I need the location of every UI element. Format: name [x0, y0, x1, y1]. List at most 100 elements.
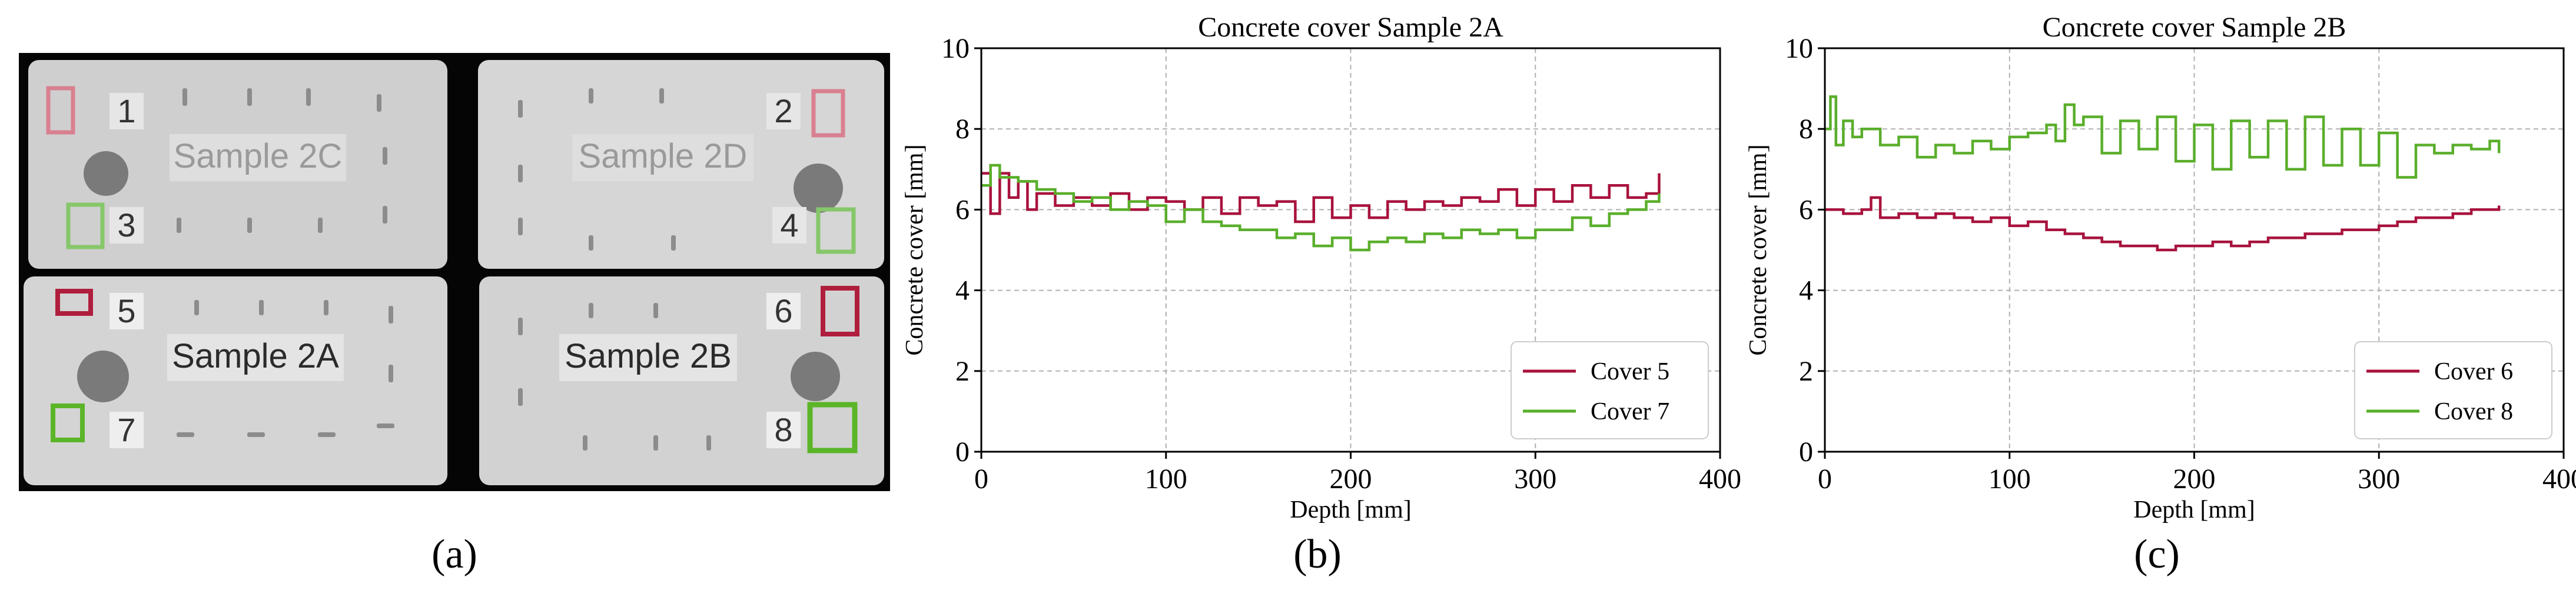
- rebar-streaks: [177, 88, 711, 451]
- rebar-streak: [259, 300, 264, 315]
- marker-box-6: [821, 286, 859, 336]
- marker-number-box: [766, 412, 801, 448]
- marker-box-7: [51, 403, 85, 442]
- hole-2d: [794, 164, 843, 213]
- x-tick-label: 200: [2173, 463, 2216, 495]
- rebar-streak: [383, 206, 387, 224]
- marker-box-1: [46, 86, 75, 135]
- panel-label-c: (c): [2134, 532, 2180, 577]
- marker-number-1: 1: [117, 92, 135, 129]
- marker-box-5: [55, 289, 93, 316]
- x-tick-label: 100: [1145, 463, 1187, 495]
- legend-label: Cover 8: [2434, 398, 2513, 425]
- chart-sample-2a: 0 100 200 300 400 0 2 4 6 8 10 Concrete cover Sampl…: [901, 12, 1741, 523]
- marker-box-4: [816, 207, 856, 254]
- legend-label: Cover 6: [2434, 358, 2513, 385]
- marker-number-box: [766, 293, 801, 329]
- x-tick-label: 0: [974, 463, 988, 495]
- panel-label-b: (b): [1293, 532, 1342, 577]
- rebar-streak: [659, 88, 664, 104]
- marker-box-8: [807, 402, 858, 453]
- y-tick-label: 4: [1799, 275, 1813, 306]
- legend-label: Cover 5: [1591, 358, 1669, 385]
- y-tick-label: 8: [955, 114, 970, 145]
- marker-box-2: [811, 89, 845, 138]
- rebar-streak: [247, 88, 252, 106]
- marker-number-5: 5: [117, 292, 135, 329]
- rebar-streak: [182, 88, 187, 106]
- rebar-streak: [671, 235, 676, 251]
- y-tick-label: 6: [955, 194, 970, 225]
- x-tick-label: 100: [1989, 463, 2031, 495]
- rebar-streak: [518, 165, 523, 182]
- rebar-streak: [177, 432, 194, 437]
- rebar-streak: [177, 218, 181, 233]
- rebar-streak: [306, 88, 311, 106]
- y-tick-label: 0: [1799, 436, 1813, 468]
- photo-panel: Sample 2C Sample 2D Sample 2A Sample 2B …: [19, 53, 890, 491]
- x-tick-label: 400: [2542, 463, 2576, 495]
- panel-label-a: (a): [431, 532, 477, 577]
- hole-2b: [791, 352, 840, 401]
- rebar-streak: [318, 432, 336, 437]
- marker-number-box: [109, 93, 144, 129]
- y-tick-label: 2: [1799, 356, 1813, 387]
- marker-number-box: [772, 207, 806, 244]
- rebar-streak: [247, 218, 252, 233]
- y-tick-label: 0: [955, 436, 970, 468]
- x-tick-label: 300: [1514, 463, 1556, 495]
- sample-label-2c: Sample 2C: [174, 137, 343, 175]
- series-line-cover-5: [981, 172, 1661, 224]
- y-tick-label: 6: [1799, 194, 1813, 225]
- rebar-streak: [589, 235, 593, 251]
- rebar-streak: [589, 303, 593, 318]
- hole-2c: [84, 151, 128, 196]
- y-axis-label: Concrete cover [mm]: [1745, 144, 1772, 355]
- rebar-streak: [377, 94, 381, 112]
- y-tick-label: 4: [955, 275, 970, 306]
- x-tick-label: 300: [2358, 463, 2400, 495]
- rebar-streak: [389, 365, 393, 382]
- marker-number-6: 6: [774, 292, 792, 329]
- marker-number-3: 3: [117, 206, 135, 244]
- series-line-cover-6: [1825, 196, 2501, 252]
- rebar-streak: [247, 432, 265, 437]
- rebar-streak: [194, 300, 199, 315]
- marker-number-8: 8: [774, 411, 792, 448]
- rebar-streak: [589, 88, 593, 104]
- sample-label-box: [572, 134, 753, 181]
- marker-number-7: 7: [117, 411, 135, 448]
- rebar-streak: [518, 318, 523, 335]
- x-tick-label: 200: [1330, 463, 1372, 495]
- marker-number-4: 4: [780, 206, 798, 244]
- y-tick-label: 2: [955, 356, 970, 387]
- rebar-streak: [653, 435, 658, 451]
- hole-2a: [77, 351, 129, 402]
- sample-label-2a: Sample 2A: [172, 337, 339, 375]
- marker-number-box: [109, 412, 144, 448]
- rebar-streak: [518, 388, 523, 406]
- legend-label: Cover 7: [1591, 398, 1669, 425]
- y-tick-label: 10: [941, 33, 970, 64]
- marker-number-box: [109, 207, 144, 244]
- rebar-streak: [583, 435, 587, 451]
- rebar-streak: [653, 303, 658, 318]
- rebar-streak: [377, 423, 394, 428]
- rebar-streak: [706, 435, 711, 451]
- rebar-streak: [518, 218, 523, 235]
- legend-box: [2354, 341, 2552, 439]
- marker-number-box: [766, 93, 801, 129]
- y-tick-label: 10: [1785, 33, 1813, 64]
- sample-label-box: [167, 334, 344, 381]
- rebar-streak: [518, 100, 523, 118]
- chart-sample-2b: 0 100 200 300 400 0 2 4 6 8 10 Concrete cover Sampl…: [1745, 12, 2576, 523]
- x-axis-label: Depth [mm]: [2133, 496, 2255, 523]
- y-tick-label: 8: [1799, 114, 1813, 145]
- marker-number-box: [109, 293, 144, 329]
- rebar-streak: [318, 218, 323, 233]
- sample-label-box: [170, 134, 346, 181]
- series-line-cover-8: [1825, 95, 2501, 179]
- rebar-streak: [389, 306, 393, 323]
- sample-label-2d: Sample 2D: [579, 137, 748, 175]
